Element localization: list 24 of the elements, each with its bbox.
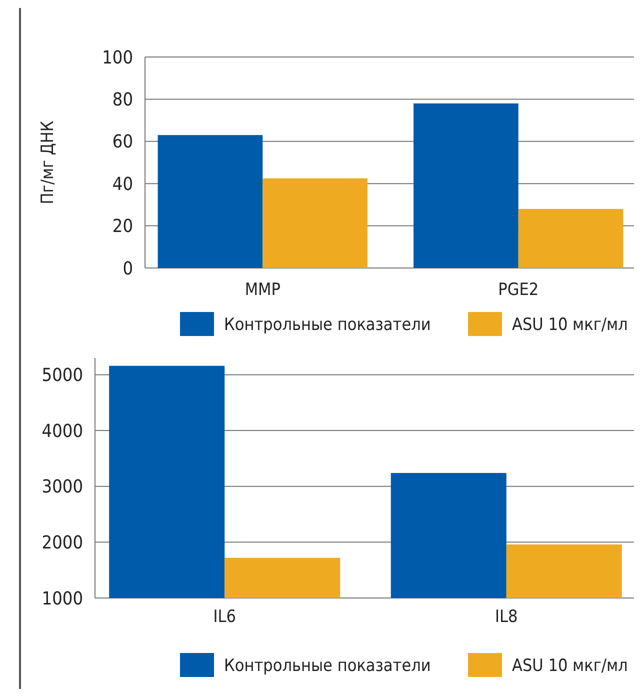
x-tick-label: IL8	[495, 607, 518, 627]
legend-label: Контрольные показатели	[224, 314, 431, 335]
x-tick-label: MMP	[244, 280, 280, 300]
x-tick-label: IL6	[213, 607, 236, 627]
bar	[262, 178, 368, 268]
legend-label: ASU 10 мкг/мл	[512, 314, 628, 335]
y-tick-label: 2000	[42, 532, 83, 554]
y-tick-label: 4000	[42, 420, 83, 442]
y-tick-label: 40	[112, 174, 133, 195]
legend-label: Контрольные показатели	[224, 656, 431, 676]
y-tick-label: 100	[102, 47, 133, 68]
y-tick-label: 80	[112, 90, 133, 110]
y-tick-label: 20	[112, 216, 133, 238]
y-tick-label: 5000	[42, 365, 83, 386]
bar	[158, 135, 263, 268]
y-tick-label: 1000	[42, 588, 83, 610]
bar	[414, 103, 518, 268]
bar	[518, 208, 624, 268]
legend-label: ASU 10 мкг/мл	[512, 656, 628, 676]
y-tick-label: 3000	[42, 476, 83, 498]
y-axis-title: Пг/мг ДНК	[38, 120, 58, 204]
x-tick-label: PGE2	[498, 280, 539, 300]
y-tick-label: 60	[112, 132, 133, 153]
y-tick-label: 0	[122, 258, 133, 280]
